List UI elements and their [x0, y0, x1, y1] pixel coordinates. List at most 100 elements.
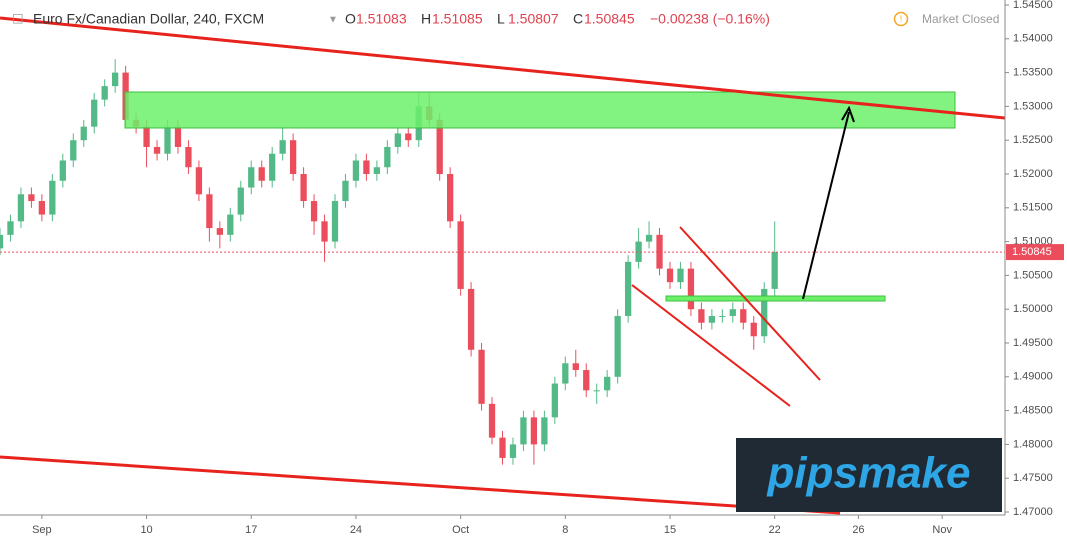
candle-body [342, 180, 349, 202]
candle-body [17, 194, 25, 222]
y-tick-label: 1.51500 [1013, 202, 1053, 214]
candle-body [394, 133, 401, 147]
wedge-upper [679, 226, 821, 381]
last-price-label: 1.50845 [1012, 246, 1052, 258]
candle-body [729, 309, 736, 316]
y-tick-label: 1.48000 [1013, 438, 1053, 450]
candle-body [499, 437, 506, 458]
candle-body [59, 160, 66, 181]
channel-top [0, 16, 1006, 120]
candle-body [624, 261, 632, 316]
candle-body [227, 214, 234, 235]
axes: 1.54500 1.54000 1.53500 1.53000 1.52500 1.520… [32, 0, 1064, 536]
last-price-tag [1006, 244, 1064, 261]
candle-body [70, 140, 77, 161]
candle-body [321, 221, 328, 242]
candle-body [331, 201, 339, 242]
candle-body [635, 241, 642, 262]
candle-body [310, 201, 318, 222]
candle-body [708, 315, 716, 323]
ohlc-header: O 1.51083 H 1.51085 L 1.50807 C 1.50845 [345, 11, 635, 27]
candle-body [174, 126, 182, 147]
candle-body [289, 140, 297, 174]
target-arrow [802, 111, 850, 300]
candle-body [384, 146, 391, 168]
plot-area [0, 59, 1005, 465]
ohlc-value: 1.51083 [356, 11, 407, 27]
market-status: Market Closed [922, 12, 999, 26]
candle-body [750, 322, 757, 337]
candle-body [614, 315, 621, 377]
y-tick-label: 1.49000 [1013, 371, 1053, 383]
candle-body [593, 390, 600, 392]
y-tick-label: 1.52000 [1013, 168, 1053, 180]
candle-body [363, 160, 370, 174]
price-change: −0.00238 (−0.16%) [650, 11, 770, 27]
candle-body [164, 126, 171, 154]
channel-bottom [0, 455, 841, 515]
y-tick-label: 1.54000 [1013, 33, 1053, 45]
ohlc-label: H [421, 11, 431, 27]
candle-body [153, 146, 161, 154]
candle-body [0, 234, 4, 249]
candle-body [101, 86, 108, 100]
candle-body [112, 72, 119, 87]
ohlc-label: O [345, 11, 356, 27]
x-tick-label: 15 [664, 524, 676, 536]
x-tick-label: 22 [769, 524, 781, 536]
candle-body [38, 201, 46, 215]
candle-body [771, 252, 778, 289]
status-icon-mark: ! [900, 14, 903, 24]
x-tick-label: 24 [350, 524, 362, 536]
candle-body [269, 153, 276, 181]
candle-body [719, 315, 726, 317]
y-tick-label: 1.52500 [1013, 134, 1053, 146]
candle-body [551, 383, 558, 418]
candle-body [761, 288, 768, 337]
candle-body [195, 167, 203, 195]
candle-body [656, 234, 663, 269]
x-tick-label: Oct [452, 524, 469, 536]
candle-body [645, 234, 653, 242]
y-tick-label: 1.53000 [1013, 100, 1053, 112]
breakout-zone [665, 295, 886, 302]
title-dropdown[interactable]: ▼ [328, 15, 338, 26]
symbol-menu-icon[interactable]: ☐ [12, 11, 24, 26]
candle-body [49, 180, 56, 215]
candle-body [530, 417, 538, 445]
wedge-lower [631, 284, 791, 407]
candle-body [143, 126, 150, 147]
candle-body [80, 126, 87, 141]
candle-body [300, 174, 307, 202]
candle-body [91, 99, 98, 127]
candle-body [562, 363, 569, 384]
ohlc-value: 1.50845 [584, 11, 635, 27]
time-axis-panel [0, 515, 1067, 545]
x-tick-label: 26 [852, 524, 864, 536]
y-tick-label: 1.50500 [1013, 269, 1053, 281]
x-tick-label: 17 [245, 524, 257, 536]
candle-body [509, 444, 517, 458]
supply-zone [124, 91, 956, 129]
candle-body [352, 160, 360, 181]
candle-body [572, 363, 579, 371]
candle-body [258, 167, 265, 181]
candle-body [604, 376, 611, 391]
status-icon [893, 11, 909, 27]
candle-body [698, 309, 705, 323]
ohlc-label: C [573, 11, 583, 27]
candle-body [216, 228, 223, 235]
candle-body [478, 349, 485, 404]
y-tick-label: 1.49500 [1013, 337, 1053, 349]
candle-body [237, 187, 244, 215]
chart-title: Euro Fx/Canadian Dollar, 240, FXCM [33, 11, 264, 27]
candle-body [583, 370, 590, 391]
ohlc-value: 1.51085 [432, 11, 483, 27]
y-tick-label: 1.48500 [1013, 405, 1053, 417]
y-tick-label: 1.50000 [1013, 303, 1053, 315]
ohlc-label: L [497, 11, 505, 27]
candle-body [666, 268, 674, 283]
candle-body [541, 417, 548, 445]
